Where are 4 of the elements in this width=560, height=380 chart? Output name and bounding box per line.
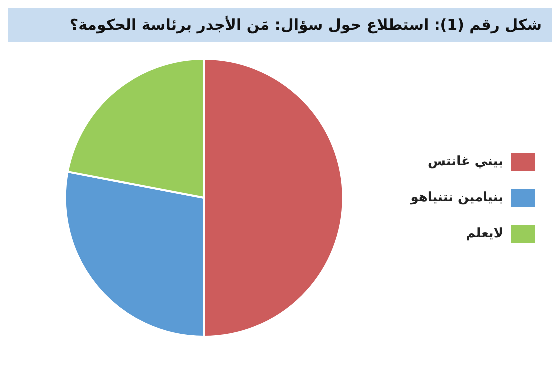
legend-label: لايعلم <box>466 226 504 242</box>
legend-label: بيني غانتس <box>428 154 504 170</box>
legend-label: بنيامين نتنياهو <box>410 190 504 206</box>
chart-title: شكل رقم (1): استطلاع حول سؤال: مَن الأجدر برئاسة الحكومة؟ <box>8 8 552 42</box>
